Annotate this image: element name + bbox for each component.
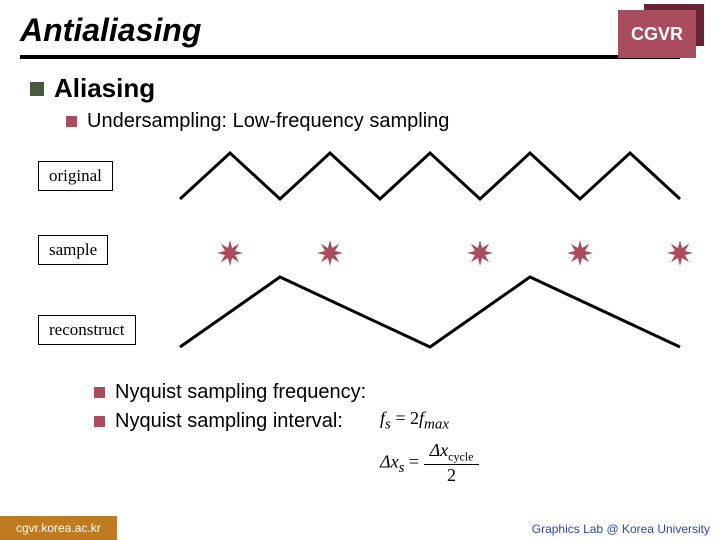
square-bullet-icon bbox=[94, 416, 105, 427]
diagram-svg bbox=[170, 147, 700, 377]
bullet-l2-text: Undersampling: Low-frequency sampling bbox=[87, 110, 449, 133]
label-reconstruct: reconstruct bbox=[38, 315, 136, 345]
footer-left: cgvr.korea.ac.kr bbox=[0, 516, 117, 540]
brand-badge: CGVR bbox=[618, 10, 696, 58]
label-sample: sample bbox=[38, 235, 108, 265]
formulas: fs = 2fmax Δxs = Δxcycle 2 bbox=[380, 408, 479, 486]
nyquist-interval-text: Nyquist sampling interval: bbox=[115, 410, 343, 433]
label-original: original bbox=[38, 161, 113, 191]
page-title: Antialiasing bbox=[20, 12, 201, 48]
footer: cgvr.korea.ac.kr Graphics Lab @ Korea Un… bbox=[0, 514, 720, 540]
bullet-l1: Aliasing bbox=[30, 73, 696, 104]
square-bullet-icon bbox=[30, 82, 44, 96]
footer-right: Graphics Lab @ Korea University bbox=[532, 522, 710, 536]
nyquist-freq-text: Nyquist sampling frequency: bbox=[115, 381, 366, 404]
diagram: original sample reconstruct bbox=[30, 147, 696, 377]
formula-freq: fs = 2fmax bbox=[380, 408, 479, 434]
square-bullet-icon bbox=[66, 116, 77, 127]
brand-badge-label: CGVR bbox=[618, 10, 696, 58]
bullet-l2: Undersampling: Low-frequency sampling bbox=[66, 110, 696, 133]
bullet-nyquist-freq: Nyquist sampling frequency: bbox=[94, 381, 696, 404]
bullet-l1-text: Aliasing bbox=[54, 73, 155, 104]
square-bullet-icon bbox=[94, 387, 105, 398]
formula-interval: Δxs = Δxcycle 2 bbox=[380, 440, 479, 487]
